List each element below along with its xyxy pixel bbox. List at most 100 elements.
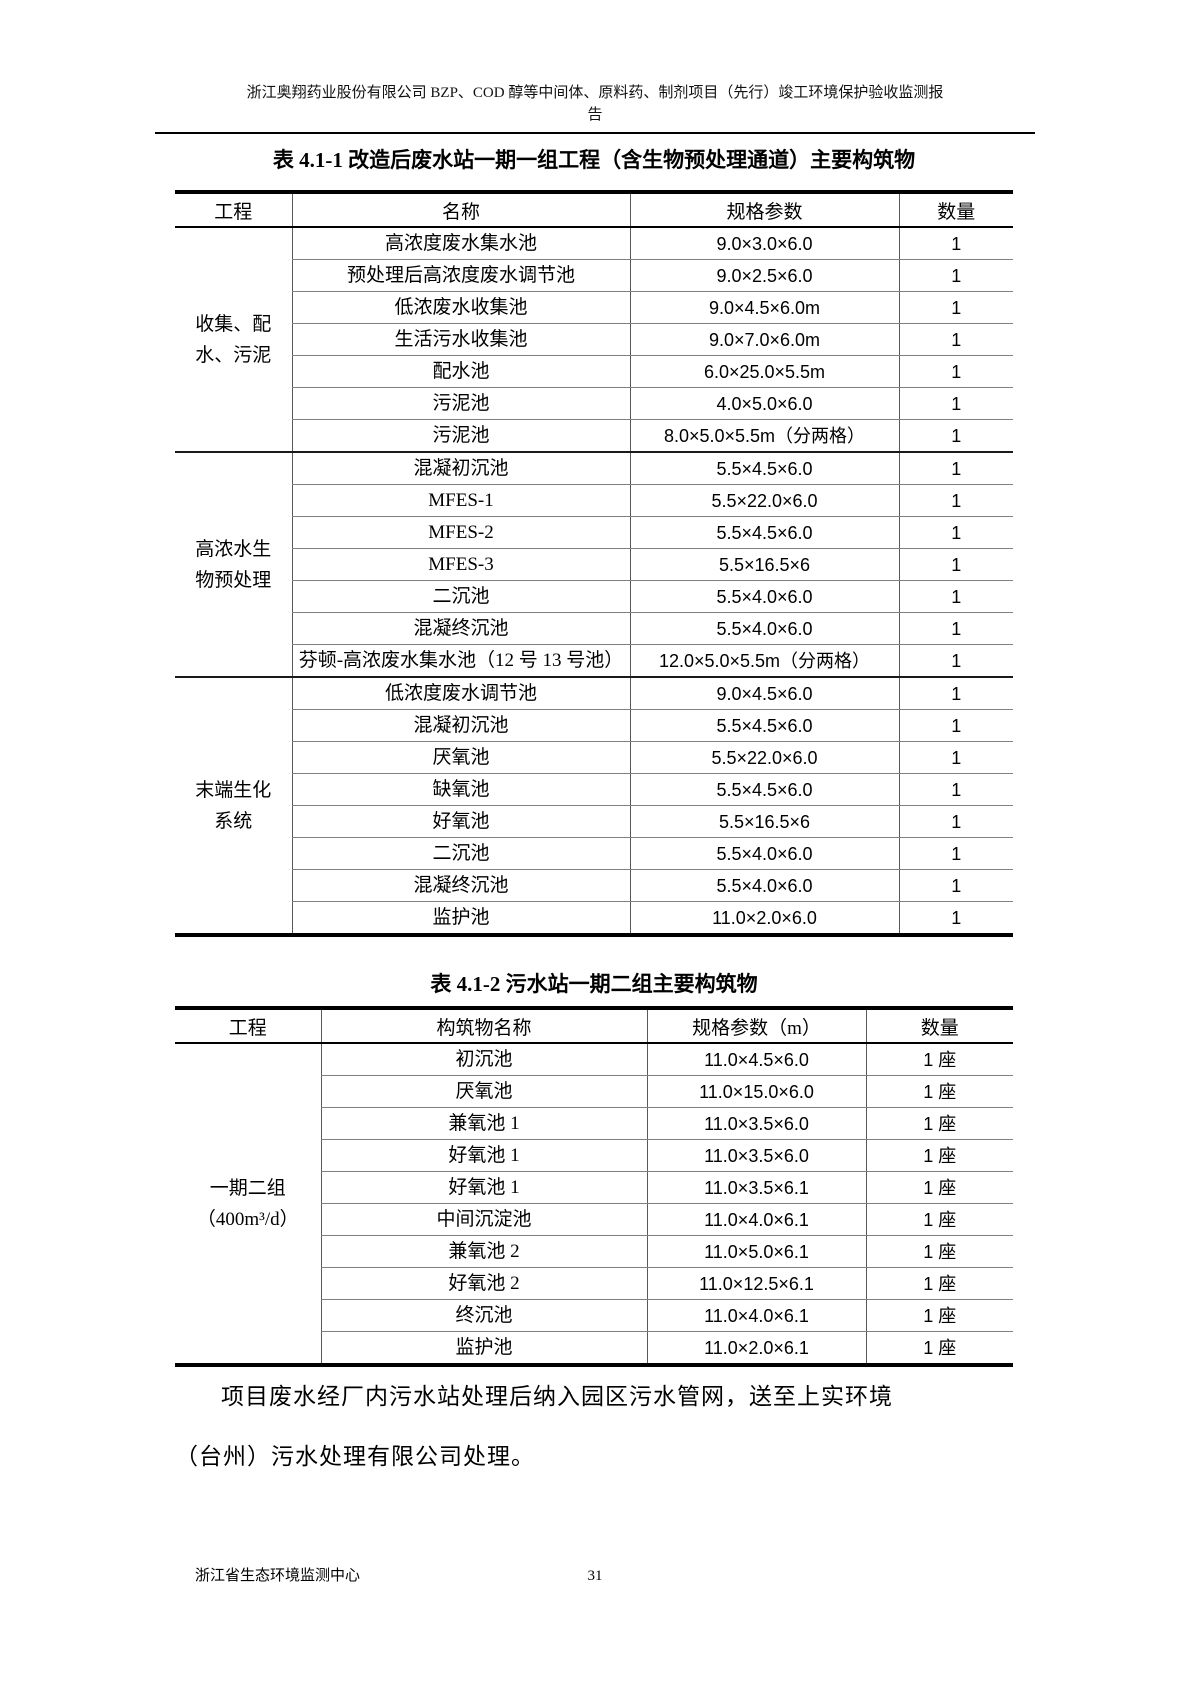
table-4-1-2: 工程 构筑物名称 规格参数（m） 数量 一期二组 （400m³/d） 初沉池 11.0×4.…: [175, 1006, 1013, 1367]
cell-spec: 5.5×4.0×6.0: [629, 869, 899, 902]
cell-qty: 1: [898, 484, 1013, 517]
cell-name: MFES-1: [291, 484, 630, 517]
cell-qty: 1 座: [865, 1267, 1013, 1300]
cell-name: 监护池: [291, 901, 630, 936]
cell-spec: 11.0×3.5×6.0: [646, 1107, 866, 1140]
table-row: 收集、配 水、污泥 高浓度废水集水池 9.0×3.0×6.0 1: [175, 227, 1013, 453]
table-4-1-1-header: 工程 名称 规格参数 数量: [175, 192, 1013, 228]
table-4-1-1-title: 表 4.1-1 改造后废水站一期一组工程（含生物预处理通道）主要构筑物: [272, 148, 916, 172]
cell-name: 好氧池 1: [320, 1139, 647, 1172]
cell-name: 好氧池: [291, 805, 630, 838]
cell-spec: 5.5×4.5×6.0: [629, 516, 899, 549]
table-row: 终沉池 11.0×4.0×6.1 1 座: [175, 1299, 1013, 1332]
table-row: 污泥池 4.0×5.0×6.0 1: [175, 387, 1013, 420]
cell-spec: 11.0×3.5×6.0: [646, 1139, 866, 1172]
row-group-label: 收集、配 水、污泥: [175, 227, 292, 453]
cell-spec: 11.0×2.0×6.0: [629, 901, 899, 936]
cell-name: 厌氧池: [291, 741, 630, 774]
table-row: 厌氧池 11.0×15.0×6.0 1 座: [175, 1075, 1013, 1108]
cell-qty: 1: [898, 548, 1013, 581]
table-row: 监护池 11.0×2.0×6.1 1 座: [175, 1331, 1013, 1366]
cell-qty: 1: [898, 901, 1013, 936]
cell-qty: 1: [898, 419, 1013, 453]
cell-name: MFES-3: [291, 548, 630, 581]
cell-qty: 1: [898, 516, 1013, 549]
cell-spec: 5.5×22.0×6.0: [629, 484, 899, 517]
cell-name: 兼氧池 2: [320, 1235, 647, 1268]
cell-spec: 5.5×16.5×6: [629, 805, 899, 838]
table-row: 二沉池 5.5×4.0×6.0 1: [175, 580, 1013, 613]
row-group-label-line: 水、污泥: [195, 344, 272, 366]
cell-name: 二沉池: [291, 580, 630, 613]
cell-spec: 11.0×4.0×6.1: [646, 1203, 866, 1236]
body-paragraph: 项目废水经厂内污水站处理后纳入园区污水管网，送至上实环境 （台州）污水处理有限公…: [175, 1380, 1013, 1473]
cell-name: MFES-2: [291, 516, 630, 549]
table-row: 监护池 11.0×2.0×6.0 1: [175, 901, 1013, 936]
cell-spec: 11.0×3.5×6.1: [646, 1171, 866, 1204]
table-row: 混凝终沉池 5.5×4.0×6.0 1: [175, 869, 1013, 902]
table-row: 厌氧池 5.5×22.0×6.0 1: [175, 741, 1013, 774]
row-group-label-line: 物预处理: [195, 569, 272, 591]
cell-spec: 9.0×4.5×6.0: [629, 677, 899, 710]
cell-spec: 5.5×4.5×6.0: [629, 773, 899, 806]
cell-spec: 11.0×12.5×6.1: [646, 1267, 866, 1300]
row-group-label: 一期二组 （400m³/d）: [175, 1043, 321, 1366]
cell-name: 低浓废水收集池: [291, 291, 630, 324]
cell-qty: 1 座: [865, 1107, 1013, 1140]
paragraph-line2: （台州）污水处理有限公司处理。: [175, 1444, 535, 1469]
table-row: MFES-2 5.5×4.5×6.0 1: [175, 516, 1013, 549]
cell-qty: 1: [898, 355, 1013, 388]
cell-spec: 5.5×4.0×6.0: [629, 612, 899, 645]
cell-qty: 1 座: [865, 1331, 1013, 1366]
header-row: 工程 构筑物名称 规格参数（m） 数量: [175, 1008, 1013, 1044]
table-row: 生活污水收集池 9.0×7.0×6.0m 1: [175, 323, 1013, 356]
cell-name: 好氧池 1: [320, 1171, 647, 1204]
page-footer: 浙江省生态环境监测中心 31: [155, 1566, 1035, 1586]
footer-org: 浙江省生态环境监测中心: [195, 1568, 361, 1584]
table-row: 芬顿-高浓废水集水池（12 号 13 号池） 12.0×5.0×5.5m（分两格）…: [175, 644, 1013, 678]
cell-name: 污泥池: [291, 387, 630, 420]
table-row: 好氧池 1 11.0×3.5×6.0 1 座: [175, 1139, 1013, 1172]
cell-qty: 1: [898, 259, 1013, 292]
cell-name: 配水池: [291, 355, 630, 388]
row-group-label-line: （400m³/d）: [196, 1208, 299, 1230]
row-group-label: 末端生化 系统: [175, 677, 292, 936]
table-row: 高浓水生 物预处理 混凝初沉池 5.5×4.5×6.0 1: [175, 452, 1013, 678]
cell-qty: 1: [898, 869, 1013, 902]
cell-qty: 1: [898, 837, 1013, 870]
cell-qty: 1 座: [865, 1203, 1013, 1236]
cell-qty: 1: [898, 291, 1013, 324]
cell-qty: 1 座: [865, 1075, 1013, 1108]
table-row: 中间沉淀池 11.0×4.0×6.1 1 座: [175, 1203, 1013, 1236]
cell-spec: 6.0×25.0×5.5m: [629, 355, 899, 388]
cell-qty: 1: [898, 612, 1013, 645]
table-4-1-2-header: 工程 构筑物名称 规格参数（m） 数量: [175, 1008, 1013, 1044]
column-header: 数量: [865, 1008, 1013, 1044]
running-head-line1: 浙江奥翔药业股份有限公司 BZP、COD 醇等中间体、原料药、制剂项目（先行）竣…: [246, 85, 944, 101]
cell-name: 混凝初沉池: [291, 709, 630, 742]
cell-name: 缺氧池: [291, 773, 630, 806]
cell-name: 污泥池: [291, 419, 630, 453]
table-row: 二沉池 5.5×4.0×6.0 1: [175, 837, 1013, 870]
table-row: 兼氧池 2 11.0×5.0×6.1 1 座: [175, 1235, 1013, 1268]
column-header: 数量: [898, 192, 1013, 228]
cell-spec: 12.0×5.0×5.5m（分两格）: [629, 644, 899, 678]
column-header: 名称: [291, 192, 630, 228]
cell-name: 终沉池: [320, 1299, 647, 1332]
page-number: 31: [587, 1568, 603, 1584]
cell-name: 生活污水收集池: [291, 323, 630, 356]
table-row: 好氧池 1 11.0×3.5×6.1 1 座: [175, 1171, 1013, 1204]
cell-spec: 11.0×5.0×6.1: [646, 1235, 866, 1268]
cell-name: 厌氧池: [320, 1075, 647, 1108]
cell-qty: 1: [898, 741, 1013, 774]
cell-spec: 9.0×4.5×6.0m: [629, 291, 899, 324]
cell-qty: 1: [898, 580, 1013, 613]
cell-spec: 11.0×2.0×6.1: [646, 1331, 866, 1366]
table-row: 污泥池 8.0×5.0×5.5m（分两格） 1: [175, 419, 1013, 453]
column-header: 构筑物名称: [320, 1008, 647, 1044]
cell-name: 芬顿-高浓废水集水池（12 号 13 号池）: [291, 644, 630, 678]
table-row: 混凝终沉池 5.5×4.0×6.0 1: [175, 612, 1013, 645]
column-header: 规格参数: [629, 192, 899, 228]
column-header: 规格参数（m）: [646, 1008, 866, 1044]
